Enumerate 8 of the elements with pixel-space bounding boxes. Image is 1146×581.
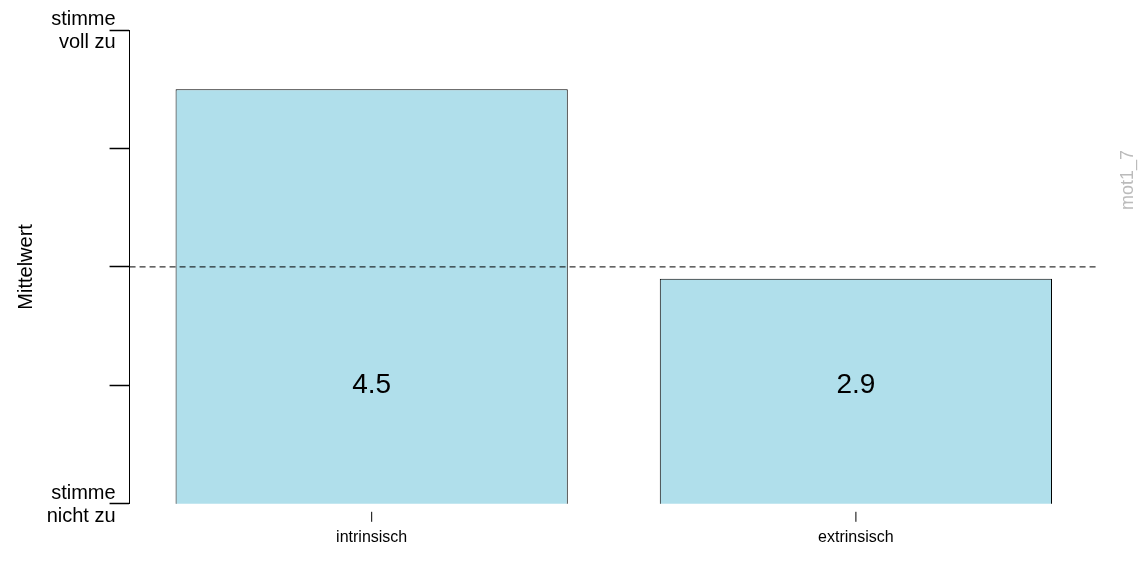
data-label: 4.5 — [352, 368, 392, 400]
data-label: 2.9 — [836, 368, 876, 400]
x-tick-label: intrinsisch — [336, 527, 408, 545]
x-tick-label: extrinsisch — [818, 527, 894, 545]
text: stimme nicht zu — [46, 480, 116, 527]
text: stimme voll zu — [51, 7, 116, 53]
y-axis-title: Mittelwert — [13, 223, 36, 310]
text: mot1_7 — [1117, 150, 1138, 211]
